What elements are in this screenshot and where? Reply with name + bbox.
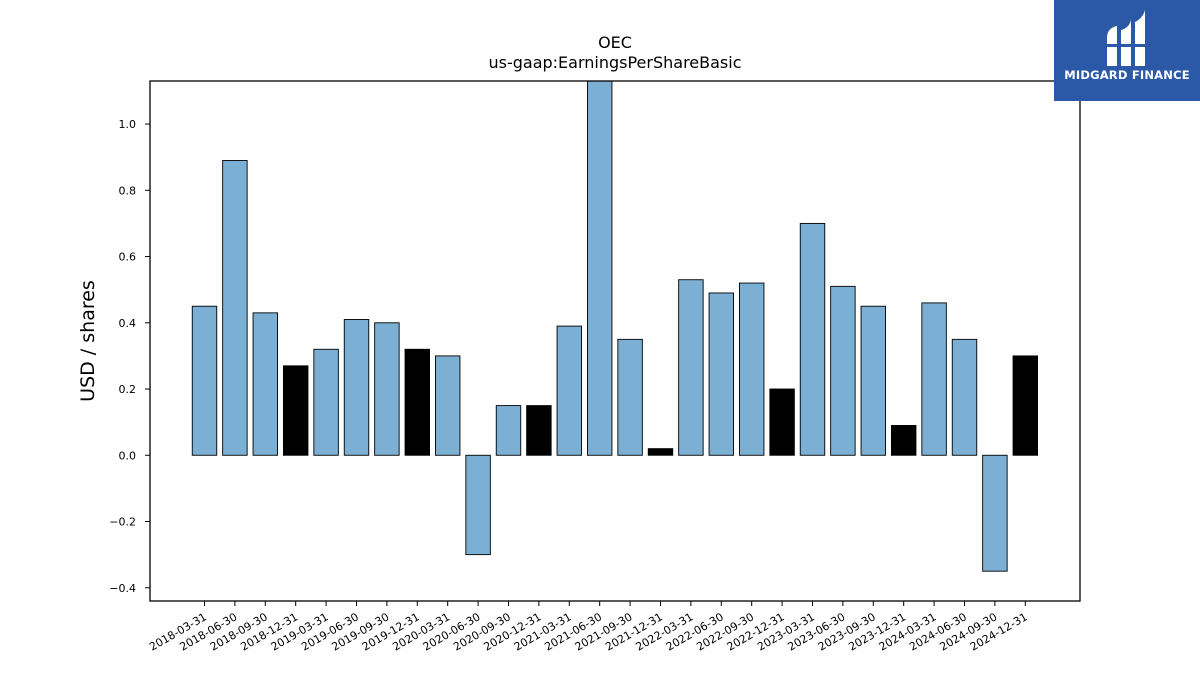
bar-2020-12-31 [526, 405, 552, 456]
bar-2019-09-30 [374, 322, 400, 456]
bar-2023-06-30 [830, 285, 856, 456]
bars [191, 81, 1038, 572]
bar-2023-12-31 [891, 425, 917, 456]
midgard-finance-logo: MIDGARD FINANCE [1054, 0, 1200, 101]
bar-2019-12-31 [404, 348, 430, 456]
chart-subtitle: us-gaap:EarningsPerShareBasic [488, 53, 741, 72]
y-tick-label: 1.0 [119, 118, 137, 131]
y-tick-label: 0.4 [119, 317, 137, 330]
y-tick-label: 0.6 [119, 251, 137, 264]
bar-2019-03-31 [313, 348, 339, 456]
y-tick-label: −0.4 [109, 582, 136, 595]
bar-2018-12-31 [283, 365, 309, 456]
y-tick-label: 0.0 [119, 449, 137, 462]
bar-2021-12-31 [647, 448, 674, 456]
y-tick-label: −0.2 [109, 516, 136, 529]
bar-2024-06-30 [951, 338, 978, 456]
y-axis-ticks: −0.4 −0.2 0.0 0.2 0.4 0.6 0.8 1.0 [109, 118, 150, 595]
bar-2021-03-31 [556, 325, 582, 456]
bar-2020-06-30 [465, 454, 491, 556]
bar-2022-09-30 [739, 282, 765, 456]
bar-2019-06-30 [343, 319, 370, 456]
logo-text: MIDGARD FINANCE [1064, 68, 1190, 82]
bar-2022-12-31 [769, 388, 795, 456]
bar-2021-06-30 [587, 81, 613, 456]
y-tick-label: 0.8 [119, 184, 137, 197]
y-tick-label: 0.2 [119, 383, 137, 396]
chart-title: OEC [598, 33, 632, 52]
bar-2022-03-31 [678, 279, 704, 456]
logo-mark-icon [1103, 10, 1151, 66]
bar-2020-09-30 [495, 405, 522, 456]
bar-2022-06-30 [708, 292, 734, 456]
plot-frame [149, 80, 1081, 602]
bar-2023-09-30 [860, 305, 886, 456]
bar-2024-03-31 [921, 302, 947, 456]
bar-2021-09-30 [617, 338, 643, 456]
bar-2018-03-31 [191, 305, 218, 456]
y-axis-label: USD / shares [77, 280, 99, 402]
bar-2020-03-31 [435, 355, 461, 456]
bar-2018-06-30 [222, 160, 248, 456]
bar-2018-09-30 [252, 312, 279, 456]
bar-2024-12-31 [1012, 355, 1038, 456]
x-axis-ticks: 2018-03-312018-06-302018-09-302018-12-31… [147, 601, 1030, 654]
bar-2024-09-30 [982, 454, 1008, 572]
bar-2023-03-31 [799, 222, 826, 456]
